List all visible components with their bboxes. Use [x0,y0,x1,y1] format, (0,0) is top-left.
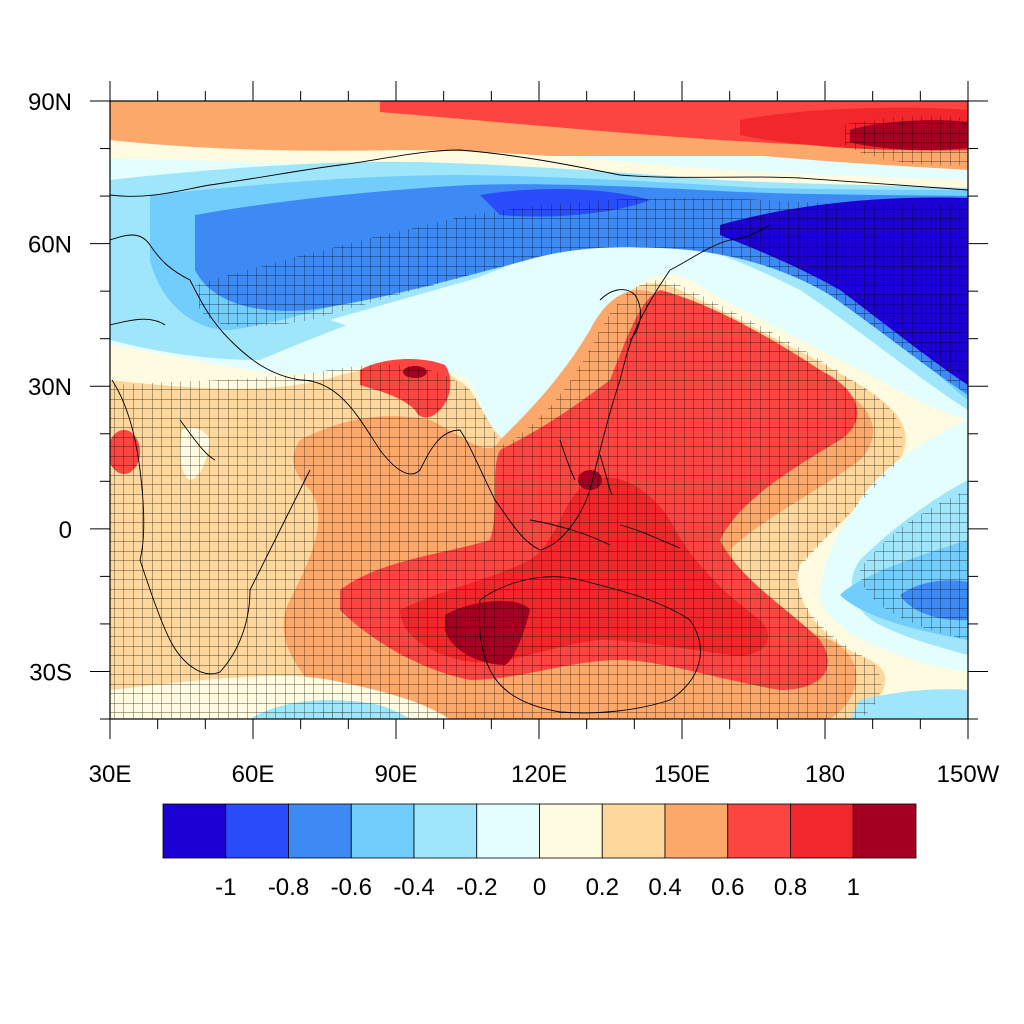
colorbar-label: -0.2 [456,874,497,901]
x-tick-label: 150W [937,761,1000,788]
colorbar-label: 0 [533,874,546,901]
southeast-corner-negative [850,689,968,719]
colorbar-swatch [476,803,540,859]
x-tick-label: 90E [375,761,418,788]
map-axes: 30E 60E 90E 120E 150E 180 150W 90N 60N 30N 0 30S [28,81,1000,788]
colorbar-swatch [413,803,478,859]
colorbar-label: 0.6 [711,874,744,901]
colorbar-label: -0.4 [393,874,434,901]
colorbar-swatch [539,803,603,859]
colorbar-label: 1 [847,874,860,901]
colorbar-swatch [601,803,666,859]
colorbar-label: 0.8 [774,874,807,901]
colorbar-swatch [790,803,854,859]
y-tick-label: 30N [28,374,72,401]
colorbar-swatch [162,803,227,859]
colorbar-swatch [852,803,917,859]
colorbar-label: -0.8 [268,874,309,901]
y-tick-label: 60N [28,232,72,259]
colorbar-swatch [664,803,729,859]
colorbar-label: -1 [215,874,236,901]
east-asia-near-zero [330,252,660,440]
x-tick-label: 30E [89,761,132,788]
colorbar-swatch [288,803,352,859]
colorbar-label: 0.4 [648,874,681,901]
coastlines [110,149,968,714]
colorbar: -1 -0.8 -0.6 -0.4 -0.2 0 0.2 0.4 0.6 0.8 1 [162,803,917,901]
colorbar-swatch [350,803,415,859]
y-tick-label: 0 [59,517,72,544]
significance-hatching [110,116,968,719]
x-tick-label: 120E [511,761,567,788]
x-tick-label: 150E [654,761,710,788]
y-tick-label: 90N [28,89,72,116]
x-tick-label: 180 [805,761,845,788]
y-tick-label: 30S [29,659,72,686]
colorbar-swatch [727,803,791,859]
colorbar-swatch [225,803,289,859]
colorbar-label: 0.2 [586,874,619,901]
colorbar-label: -0.6 [331,874,372,901]
anomaly-map-area [110,101,968,719]
x-tick-label: 60E [232,761,275,788]
